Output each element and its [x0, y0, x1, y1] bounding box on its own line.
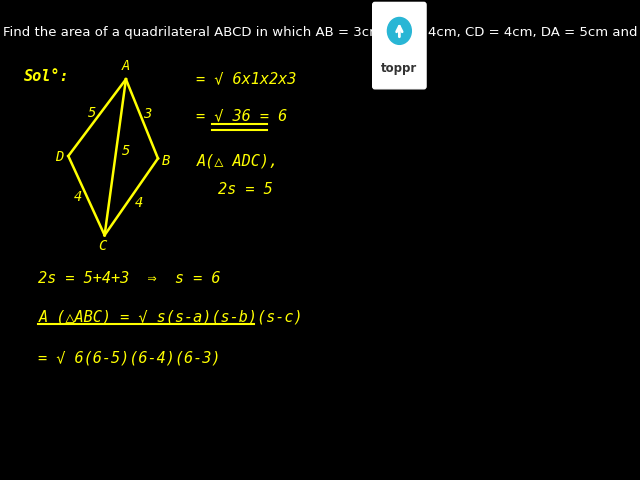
- Text: toppr: toppr: [381, 62, 417, 75]
- Text: = √ 6x1x2x3: = √ 6x1x2x3: [196, 72, 297, 87]
- Text: A(△ ADC),: A(△ ADC),: [196, 153, 278, 168]
- Text: 5: 5: [88, 106, 96, 120]
- Text: 2s = 5: 2s = 5: [218, 182, 273, 197]
- Text: 2s = 5+4+3  ⇒  s = 6: 2s = 5+4+3 ⇒ s = 6: [38, 271, 221, 286]
- Text: B: B: [161, 154, 170, 168]
- Text: C: C: [99, 239, 107, 253]
- Text: = √ 6(6-5)(6-4)(6-3): = √ 6(6-5)(6-4)(6-3): [38, 350, 221, 365]
- Text: 4: 4: [74, 190, 83, 204]
- Text: Sol°:: Sol°:: [24, 69, 69, 84]
- Text: Find the area of a quadrilateral ABCD in which AB = 3cm, BC = 4cm, CD = 4cm, DA : Find the area of a quadrilateral ABCD in…: [3, 26, 640, 39]
- Text: = √ 36 = 6: = √ 36 = 6: [196, 108, 287, 124]
- Circle shape: [387, 17, 412, 44]
- Text: 3: 3: [143, 107, 152, 121]
- Text: 4: 4: [134, 196, 143, 210]
- Text: D: D: [55, 150, 63, 165]
- Text: A (△ABC) = √ s(s-a)(s-b)(s-c): A (△ABC) = √ s(s-a)(s-b)(s-c): [38, 309, 303, 324]
- Text: 5: 5: [122, 144, 130, 158]
- Text: A: A: [122, 59, 130, 73]
- FancyBboxPatch shape: [372, 2, 426, 89]
